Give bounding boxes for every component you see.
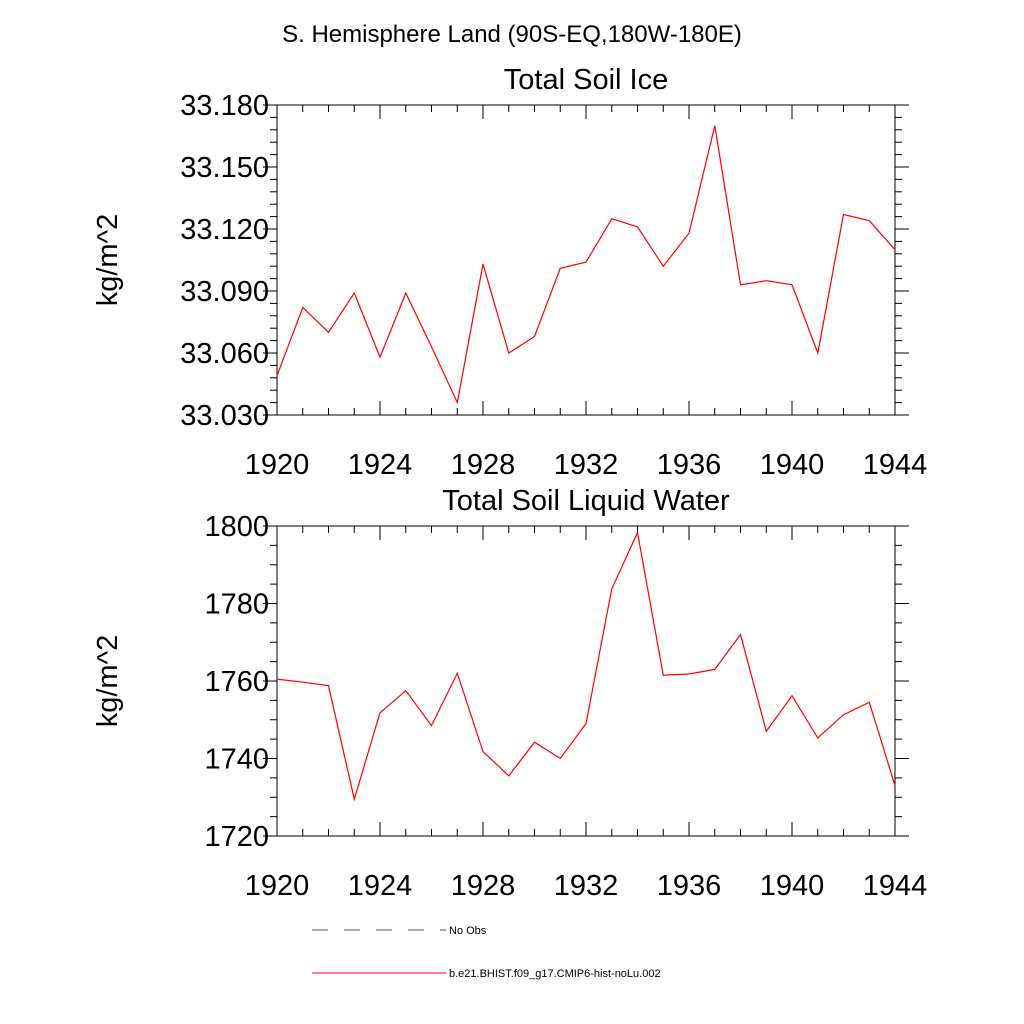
panel-title: Total Soil Ice (504, 64, 668, 96)
panel-title: Total Soil Liquid Water (442, 485, 730, 517)
legend-item: b.e21.BHIST.f09_g17.CMIP6-hist-noLu.002 (312, 968, 661, 980)
x-tick-label: 1936 (657, 449, 722, 481)
chart-panel-1: Total Soil Ice kg/m^2 1920 1924 1928 1932 1936… (92, 64, 927, 481)
x-tick-label: 1944 (863, 870, 928, 902)
legend-label: b.e21.BHIST.f09_g17.CMIP6-hist-noLu.002 (449, 968, 661, 980)
legend: No Obs b.e21.BHIST.f09_g17.CMIP6-hist-noL… (312, 925, 661, 980)
page-title: S. Hemisphere Land (90S-EQ,180W-180E) (282, 21, 742, 48)
x-tick-label: 1920 (245, 449, 310, 481)
y-tick-label: 33.030 (180, 400, 269, 432)
x-tick-label: 1940 (760, 449, 825, 481)
y-tick-label: 1800 (204, 511, 269, 543)
series-line (276, 125, 896, 405)
series-line (276, 530, 896, 802)
plot-frame (276, 104, 896, 416)
y-tick-label: 33.180 (180, 90, 269, 122)
chart-panel-2: Total Soil Liquid Water kg/m^2 1920 1924 192… (92, 485, 927, 902)
series-points (276, 531, 897, 801)
x-tick-label: 1944 (863, 449, 928, 481)
x-tick-label: 1932 (554, 449, 619, 481)
x-tick-label: 1920 (245, 870, 310, 902)
y-tick-label: 1720 (204, 821, 269, 853)
chart-panels: Total Soil Ice kg/m^2 1920 1924 1928 1932 1936… (92, 64, 927, 902)
y-tick-label: 33.060 (180, 338, 269, 370)
plot-frame (276, 525, 896, 837)
x-tick-label: 1932 (554, 870, 619, 902)
y-axis-label: kg/m^2 (92, 635, 124, 728)
x-tick-label: 1924 (348, 449, 413, 481)
x-axis-ticks (276, 526, 896, 836)
x-axis-ticks (276, 105, 896, 415)
x-tick-label: 1928 (451, 449, 516, 481)
y-axis-label: kg/m^2 (92, 214, 124, 307)
legend-label: No Obs (449, 925, 487, 937)
y-tick-label: 33.150 (180, 152, 269, 184)
legend-item: No Obs (312, 925, 487, 937)
y-axis-ticks (263, 104, 909, 416)
y-tick-label: 33.090 (180, 276, 269, 308)
y-tick-label: 33.120 (180, 214, 269, 246)
x-tick-label: 1924 (348, 870, 413, 902)
y-tick-label: 1780 (204, 589, 269, 621)
x-tick-label: 1928 (451, 870, 516, 902)
x-tick-label: 1936 (657, 870, 722, 902)
y-tick-label: 1760 (204, 666, 269, 698)
x-tick-label: 1940 (760, 870, 825, 902)
y-tick-label: 1740 (204, 744, 269, 776)
series-points (276, 124, 897, 404)
y-axis-ticks (263, 525, 909, 837)
